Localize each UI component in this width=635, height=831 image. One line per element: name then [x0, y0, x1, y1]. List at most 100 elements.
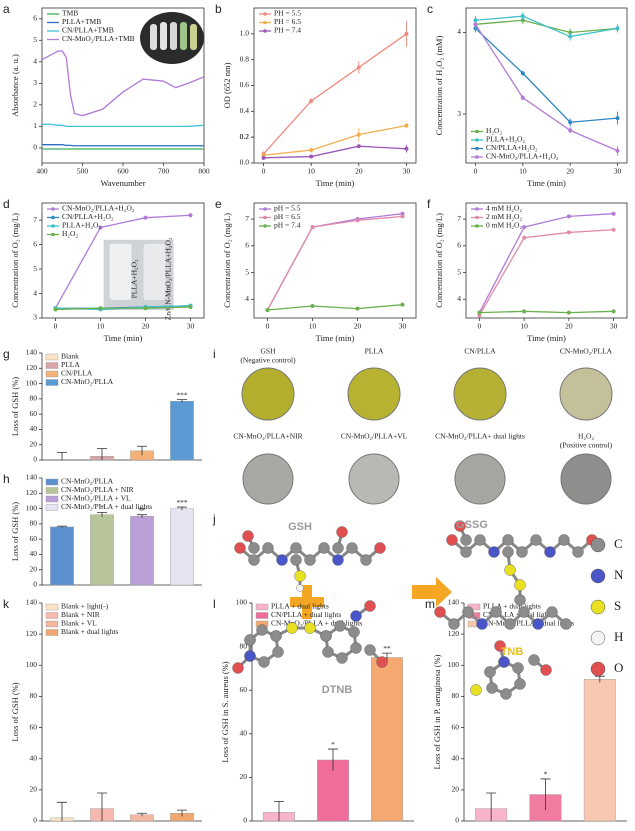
y-tick-label: 0.6 [240, 80, 250, 89]
legend-swatch [45, 612, 59, 619]
bar [170, 400, 194, 461]
series-line [475, 27, 618, 123]
panel-label: k [3, 597, 10, 611]
y-tick-label: 5 [33, 35, 37, 44]
legend-label: CN-MnO₂/PLLA+TMB [62, 34, 135, 43]
error-bar [97, 792, 107, 821]
y-axis-label: Concentration of H₂O₂ (mM) [434, 36, 444, 136]
atom [560, 618, 572, 630]
atom [460, 534, 472, 546]
marker [566, 230, 571, 235]
inset-label: PLLA+H₂O₂ [129, 259, 138, 298]
atom [502, 546, 514, 558]
reaction-symbols [290, 577, 452, 619]
y-tick-label: 140 [26, 348, 38, 357]
atom [262, 542, 274, 554]
error-bar [97, 511, 107, 517]
y-tick-label: 0.2 [240, 132, 250, 141]
marker [310, 303, 315, 308]
atom [294, 570, 306, 582]
y-tick-label: 7 [457, 214, 461, 223]
x-tick-label: 20 [354, 322, 362, 331]
atom [558, 534, 570, 546]
marker [400, 214, 405, 219]
atom [540, 664, 552, 676]
vial [109, 243, 132, 300]
marker [568, 120, 573, 125]
y-tick-label: 140 [448, 598, 460, 607]
marker [404, 123, 409, 128]
bar [371, 657, 403, 822]
x-tick-label: 600 [117, 167, 129, 176]
legend-swatch [255, 603, 269, 611]
error-bar [57, 525, 67, 528]
marker [309, 154, 314, 159]
y-tick-label: 0 [33, 143, 37, 152]
legend-label: PH = 6.5 [274, 17, 301, 26]
y-tick-label: 140 [26, 598, 38, 607]
y-tick-label: 60 [30, 534, 38, 543]
atom [490, 606, 502, 618]
photo-caption: PLLA [365, 347, 384, 356]
panel-label: c [427, 2, 433, 16]
series-line [267, 303, 403, 311]
atom [346, 542, 358, 554]
legend-marker [475, 224, 479, 228]
legend-marker [51, 215, 55, 220]
marker [261, 155, 266, 160]
well-photo [347, 367, 401, 421]
series-line [55, 306, 191, 311]
y-axis-label: Loss of GSH in P. aeruginosa (%) [432, 654, 442, 769]
plot-frame [41, 202, 205, 319]
marker [522, 225, 527, 230]
legend-label: H₂O₂ [62, 229, 78, 238]
marker [522, 309, 527, 314]
bar [170, 508, 194, 586]
legend-marker [51, 224, 55, 228]
marker [400, 302, 405, 307]
x-tick-label: 30 [610, 322, 618, 331]
series-line [479, 310, 614, 314]
panel-label: a [3, 2, 10, 16]
marker [520, 95, 525, 100]
atom [304, 622, 316, 634]
error-bar [137, 445, 147, 456]
y-tick-label: 5 [457, 267, 461, 276]
legend-swatch [45, 603, 59, 611]
marker [566, 310, 571, 315]
marker [265, 307, 270, 312]
marker [566, 214, 571, 219]
y-tick-label: 6 [33, 13, 37, 22]
legend-marker [475, 207, 479, 211]
error-bar [486, 792, 497, 821]
legend-label: PH = 5.5 [274, 9, 301, 18]
x-tick-label: 30 [614, 167, 622, 176]
y-axis-label: Concentration of O₂ (mg/L) [10, 213, 20, 308]
marker [356, 132, 361, 137]
atom [530, 534, 542, 546]
legend-marker [263, 215, 267, 220]
y-tick-label: 80 [30, 691, 38, 700]
element-swatch [590, 599, 606, 615]
y-tick-label: 40 [30, 753, 38, 762]
significance: *** [176, 390, 188, 399]
legend-marker [263, 207, 267, 211]
marker [310, 225, 315, 230]
element-symbol: O [614, 660, 623, 675]
legend-marker [263, 20, 267, 25]
bar [583, 679, 616, 822]
legend-marker [263, 12, 267, 16]
atom [244, 650, 256, 662]
marker [188, 304, 193, 309]
atom [544, 546, 556, 558]
atom [532, 618, 544, 630]
atom [488, 546, 500, 558]
series-line [54, 214, 191, 309]
atom [290, 554, 302, 566]
y-axis-label: Loss of GSH (%) [10, 682, 20, 741]
atom [486, 682, 498, 694]
well-photo [559, 367, 613, 421]
y-tick-label: 0 [33, 816, 37, 825]
y-tick-label: 100 [26, 378, 38, 387]
